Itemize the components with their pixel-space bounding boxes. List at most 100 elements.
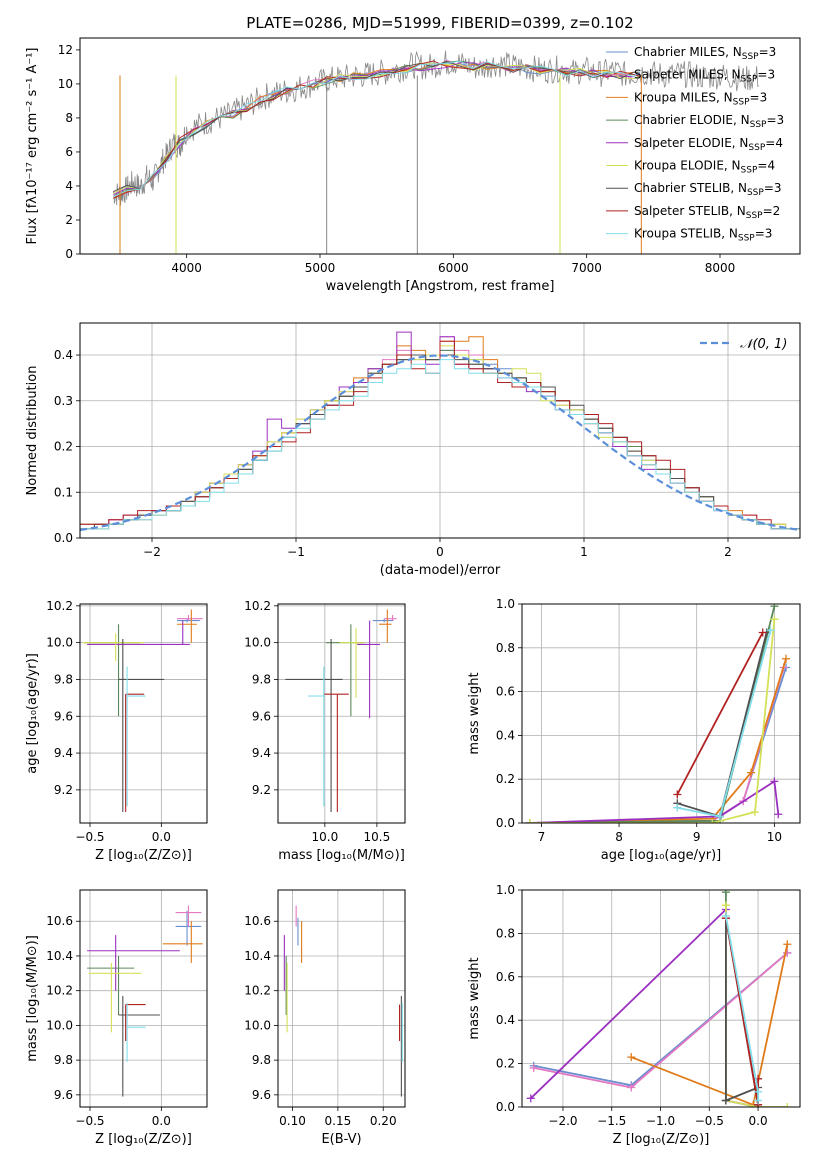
plot-area <box>80 331 800 538</box>
plot-area <box>82 609 203 812</box>
tick-label-y: 9.2 <box>54 783 73 797</box>
tick-label-y: 9.8 <box>252 672 271 686</box>
tick-label-x: −1.0 <box>646 1114 675 1128</box>
tick-label-x: 4000 <box>171 261 202 275</box>
tick-label-y: 0.1 <box>54 485 73 499</box>
x-axis-label: Z [log₁₀(Z/Z⊙)] <box>95 1132 192 1147</box>
legend-subscript: SSP <box>733 97 750 107</box>
errorbar-kroupa-elodie <box>339 627 365 698</box>
axes-frame <box>79 889 208 1108</box>
weight-point-marker <box>770 777 779 786</box>
tick-label-x: 8 <box>615 830 623 844</box>
weight-series-line <box>676 632 764 795</box>
tick-label-x: 0.10 <box>279 1114 306 1128</box>
tick-label-y: 10.0 <box>46 636 73 650</box>
tick-label-x: 5000 <box>305 261 336 275</box>
y-axis-label: Normed distribution <box>25 366 40 496</box>
spectrum-panel: 0 2 4 6 8 10 12 4000 5000 6000 7000 8000 wavelength … <box>25 37 801 294</box>
weight-point-marker <box>627 1083 636 1092</box>
weight-vs-age-panel: 0.0 0.2 0.4 0.6 0.8 1.0 7 8 9 10 age [log₁₀(age/yr… <box>467 597 801 863</box>
errorbar-kroupa-elodie <box>88 962 142 1033</box>
tick-label-y: 0.0 <box>496 1100 515 1114</box>
errorbar-kroupa-elodie <box>82 633 145 662</box>
tick-label-y: 0.4 <box>496 728 515 742</box>
weight-point-marker <box>721 1096 730 1105</box>
tick-label-y: 6 <box>65 145 73 159</box>
tick-label-x: 0.0 <box>749 1114 768 1128</box>
tick-label-x: −2.0 <box>548 1114 577 1128</box>
weight-point-marker <box>526 1094 535 1103</box>
tick-label-y: 0.6 <box>496 685 515 699</box>
legend-tail-text: =3 <box>757 68 775 82</box>
legend-entry: Kroupa ELODIE, NSSP=4 <box>634 159 775 176</box>
weight-series-chabrier-elodie <box>525 604 779 823</box>
tick-label-y: 10.0 <box>244 1018 271 1032</box>
axes-frame <box>79 322 801 539</box>
errorbar-salpeter-miles <box>384 615 397 621</box>
tick-label-x: −0.5 <box>75 1114 104 1128</box>
legend-tail-text: =4 <box>765 136 783 150</box>
errorbar-kroupa-stelib <box>126 1002 146 1062</box>
tick-label-y: 9.6 <box>54 1088 73 1102</box>
weight-point-marker <box>529 1063 538 1072</box>
tick-label-y: 10.0 <box>46 1018 73 1032</box>
weight-series-kroupa-stelib <box>673 626 775 821</box>
y-axis-label: mass weight <box>467 957 482 1039</box>
errorbar-chabrier-miles <box>372 618 394 623</box>
weight-point-marker <box>708 819 717 823</box>
legend-tail-text: =2 <box>763 204 781 218</box>
tick-label-y: 4 <box>65 179 73 193</box>
plot-area <box>285 609 397 812</box>
errorbar-salpeter-stelib <box>323 693 349 812</box>
legend-tail-text: =3 <box>755 227 773 241</box>
weight-point-marker <box>747 768 756 777</box>
weight-series-salpeter-stelib <box>673 628 767 799</box>
tick-label-y: 10.0 <box>244 636 271 650</box>
legend-subscript: SSP <box>738 234 755 244</box>
tick-label-x: 10.5 <box>364 830 391 844</box>
tick-label-y: 0.0 <box>54 531 73 545</box>
tick-label-y: 1.0 <box>496 597 515 611</box>
weight-point-marker <box>721 890 730 897</box>
legend-subscript: SSP <box>746 211 763 221</box>
tick-label-y: 2 <box>65 213 73 227</box>
axes-frame <box>277 603 406 824</box>
tick-label-x: 6000 <box>438 261 469 275</box>
weight-series-kroupa-elodie <box>525 615 779 823</box>
tick-label-y: 10.6 <box>46 914 73 928</box>
weight-point-marker <box>673 803 682 812</box>
tick-label-x: 10.0 <box>311 830 338 844</box>
legend-subscript: SSP <box>741 166 758 176</box>
legend-entry: Chabrier MILES, NSSP=3 <box>634 45 776 62</box>
legend-tail-text: =3 <box>766 113 784 127</box>
axes-frame <box>79 603 208 824</box>
errorbar-salpeter-stelib <box>125 693 145 812</box>
legend-subscript: SSP <box>748 143 765 153</box>
weight-point-marker <box>758 628 767 637</box>
legend-label-text: Kroupa STELIB, N <box>634 227 738 241</box>
weight-point-marker <box>754 1096 763 1105</box>
tick-label-y: 9.8 <box>54 1053 73 1067</box>
weight-series-line <box>677 632 768 818</box>
tick-label-x: 2 <box>724 545 732 559</box>
weight-point-marker <box>721 912 730 921</box>
legend-label-text: Kroupa MILES, N <box>634 90 733 104</box>
tick-label-x: 8000 <box>705 261 736 275</box>
tick-label-y: 8 <box>65 111 73 125</box>
tick-label-x: 7000 <box>571 261 602 275</box>
weight-series-line <box>529 605 776 823</box>
tick-label-y: 10.2 <box>244 599 271 613</box>
y-axis-label: Flux [fλ10⁻¹⁷ erg cm⁻² s⁻¹ A⁻¹] <box>25 48 40 245</box>
age-vs-metallicity-panel: 9.2 9.4 9.6 9.8 10.0 10.2 −0.5 0.0 Z [log₁₀(Z/Z⊙… <box>25 599 208 863</box>
errorbar-salpeter-stelib <box>125 1004 146 1042</box>
legend-entry: Kroupa MILES, NSSP=3 <box>634 90 767 107</box>
histogram-kroupa-stelib <box>80 359 800 538</box>
tick-label-x: −0.5 <box>695 1114 724 1128</box>
plot-area <box>283 905 403 1097</box>
weight-series-line <box>529 779 780 823</box>
weight-point-marker <box>783 940 792 949</box>
axes-frame <box>79 37 801 255</box>
weight-point-marker <box>525 819 534 823</box>
errorbar-kroupa-miles <box>177 609 198 643</box>
legend-label-text: Salpeter MILES, N <box>634 68 741 82</box>
